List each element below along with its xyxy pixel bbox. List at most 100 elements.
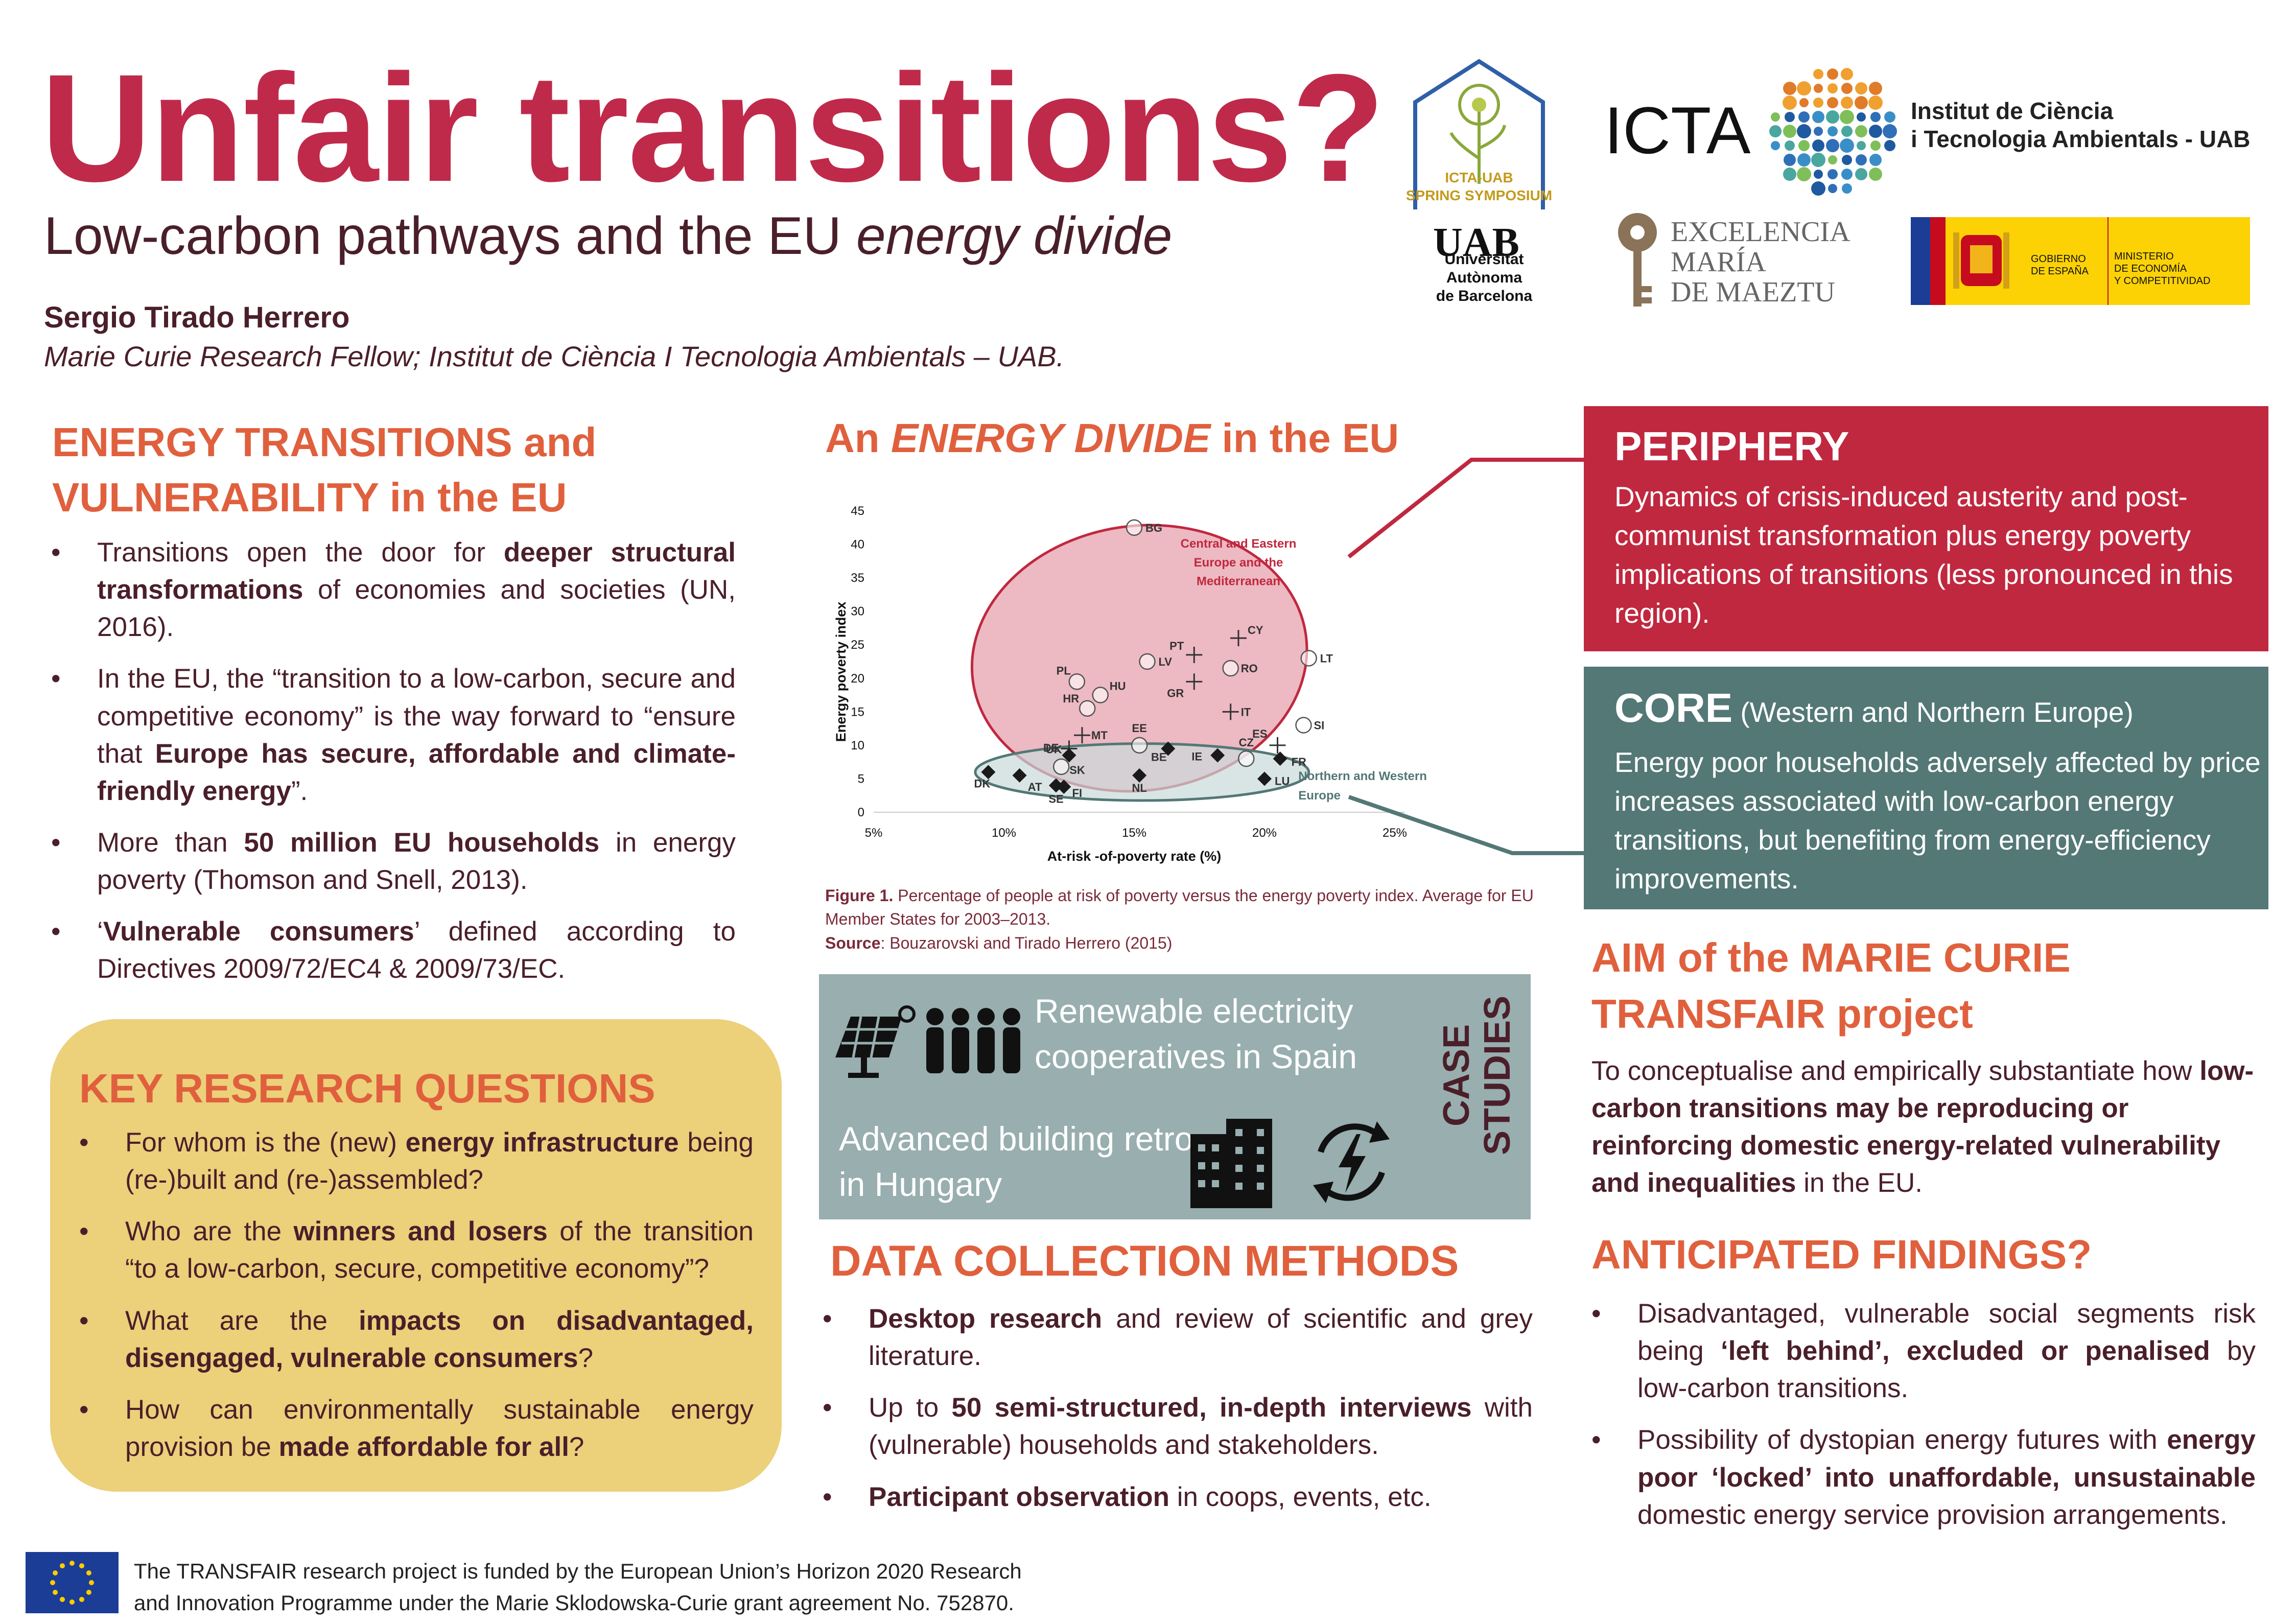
icta-dot-icon bbox=[1870, 140, 1881, 151]
point-label: EE bbox=[1132, 722, 1147, 735]
case-study-2-line1: Advanced building retro bbox=[839, 1120, 1193, 1158]
poster-subtitle: Low-carbon pathways and the EU energy di… bbox=[44, 207, 1172, 265]
icta-dot-icon bbox=[1798, 111, 1810, 123]
scatter-point-circle bbox=[1295, 717, 1312, 734]
symposium-line2: SPRING SYMPOSIUM bbox=[1405, 187, 1553, 203]
point-label: IT bbox=[1241, 705, 1251, 718]
icta-dot-icon bbox=[1842, 155, 1852, 165]
point-label: GR bbox=[1167, 687, 1184, 699]
eu-star-icon bbox=[60, 1563, 65, 1569]
icta-dot-icon bbox=[1842, 183, 1852, 194]
icta-dot-icon bbox=[1814, 84, 1823, 93]
icta-dot-icon bbox=[1814, 127, 1823, 136]
funding-footer: The TRANSFAIR research project is funded… bbox=[134, 1556, 1022, 1619]
scatter-point-diamond bbox=[1161, 741, 1176, 756]
gobierno-line1: GOBIERNO bbox=[2031, 253, 2086, 265]
uab-line2: de Barcelona bbox=[1436, 288, 1533, 304]
scatter-point-circle bbox=[1238, 750, 1255, 767]
point-label: DK bbox=[974, 777, 991, 790]
icta-full-name: Institut de Ciència i Tecnologia Ambient… bbox=[1911, 97, 2251, 153]
list-item: Participant observation in coops, events… bbox=[823, 1478, 1533, 1516]
case-study-1: Renewable electricity cooperatives in Sp… bbox=[1035, 988, 1357, 1079]
cee-label-line1: Central and Eastern bbox=[1181, 537, 1297, 551]
icta-dot-icon bbox=[1783, 82, 1796, 95]
eu-star-icon bbox=[50, 1580, 55, 1585]
icta-dot-icon bbox=[1869, 82, 1882, 95]
icta-dot-icon bbox=[1855, 96, 1868, 109]
scatter-point-circle bbox=[1126, 519, 1143, 536]
scatter-point-circle bbox=[1139, 653, 1156, 670]
poster-title: Unfair transitions? bbox=[41, 42, 1385, 214]
icta-dot-icon bbox=[1884, 111, 1895, 123]
spain-stripe bbox=[1930, 217, 1946, 305]
eu-star-icon bbox=[79, 1563, 84, 1569]
uab-full-name: Universitat Autònoma de Barcelona bbox=[1408, 250, 1561, 305]
core-title: CORE (Western and Northern Europe) bbox=[1614, 685, 2134, 732]
scatter-point-circle bbox=[1068, 673, 1086, 690]
list-item: ‘Vulnerable consumers’ defined according… bbox=[51, 913, 736, 987]
point-label: CZ bbox=[1239, 736, 1254, 749]
point-label: FR bbox=[1292, 756, 1306, 768]
aim-title-line2: TRANSFAIR project bbox=[1591, 991, 1973, 1037]
scatter-point-diamond bbox=[1057, 780, 1071, 794]
icta-dot-icon bbox=[1799, 98, 1809, 107]
icta-dot-icon bbox=[1771, 112, 1780, 122]
ministerio-text: MINISTERIO DE ECONOMÍA Y COMPETITIVIDAD bbox=[2114, 250, 2211, 287]
icta-dot-icon bbox=[1857, 112, 1866, 122]
data-methods-list: Desktop research and review of scientifi… bbox=[823, 1300, 1533, 1530]
x-axis-label: At-risk -of-poverty rate (%) bbox=[1047, 849, 1222, 864]
list-item: Possibility of dystopian energy futures … bbox=[1591, 1421, 2256, 1533]
scatter-point-diamond bbox=[1210, 748, 1225, 763]
icta-logo-text: ICTA bbox=[1604, 93, 1751, 168]
y-axis-label: Energy poverty index bbox=[833, 602, 849, 742]
icta-dot-icon bbox=[1797, 167, 1811, 181]
caption-source: Source: Bouzarovski and Tirado Herrero (… bbox=[825, 933, 1173, 952]
figure-caption: Figure 1. Percentage of people at risk o… bbox=[825, 884, 1540, 955]
case-study-2-line2: in Hungary bbox=[839, 1165, 1002, 1204]
icta-dot-icon bbox=[1841, 169, 1853, 180]
point-label: UK bbox=[1046, 743, 1062, 756]
core-box bbox=[1584, 667, 2268, 909]
icta-dot-icon bbox=[1811, 181, 1825, 196]
eu-star-icon bbox=[86, 1590, 91, 1595]
eu-star-icon bbox=[69, 1599, 75, 1605]
scatter-point-circle bbox=[1092, 687, 1109, 703]
icta-dot-icon bbox=[1783, 96, 1797, 110]
case-study-1-line2: cooperatives in Spain bbox=[1035, 1038, 1357, 1076]
x-tick-label: 10% bbox=[992, 826, 1016, 840]
icta-dot-icon bbox=[1868, 96, 1883, 110]
periphery-text: Dynamics of crisis-induced austerity and… bbox=[1614, 481, 2233, 629]
case-label-1: CASE bbox=[1438, 1024, 1477, 1126]
energy-transitions-list: Transitions open the door for deeper str… bbox=[51, 534, 736, 1002]
gobierno-logo: GOBIERNO DE ESPAÑA MINISTERIO DE ECONOMÍ… bbox=[1911, 217, 2250, 305]
scatter-point-circle bbox=[1131, 737, 1148, 754]
eu-star-icon bbox=[79, 1596, 84, 1602]
point-label: HU bbox=[1110, 680, 1126, 693]
solar-panel-icon bbox=[835, 1005, 916, 1078]
icta-dot-icon bbox=[1828, 126, 1838, 136]
list-item: Transitions open the door for deeper str… bbox=[51, 534, 736, 646]
eu-star-icon bbox=[53, 1590, 58, 1595]
scatter-point-diamond bbox=[1012, 768, 1027, 783]
point-label: CY bbox=[1248, 624, 1263, 637]
point-label: LT bbox=[1320, 652, 1333, 665]
y-tick-label: 15 bbox=[851, 705, 864, 719]
y-tick-label: 10 bbox=[851, 739, 864, 752]
icta-dot-icon bbox=[1826, 139, 1839, 152]
icta-dot-icon bbox=[1869, 168, 1882, 181]
point-label: DE bbox=[1043, 741, 1059, 754]
icta-dot-icon bbox=[1840, 110, 1854, 124]
icta-dot-icon bbox=[1797, 153, 1811, 167]
point-label: LV bbox=[1159, 655, 1173, 668]
icta-dot-icon bbox=[1798, 140, 1810, 151]
list-item: Disadvantaged, vulnerable social segment… bbox=[1591, 1295, 2256, 1407]
eu-star-icon bbox=[86, 1570, 91, 1575]
ministerio-line2: DE ECONOMÍA bbox=[2114, 263, 2187, 274]
core-title-main: CORE bbox=[1614, 685, 1733, 731]
symposium-logo bbox=[1413, 59, 1545, 209]
icta-dot-icon bbox=[1785, 140, 1795, 151]
x-tick-label: 15% bbox=[1122, 826, 1146, 840]
list-item: How can environmentally sustainable ener… bbox=[79, 1391, 754, 1466]
excelencia-line1: EXCELENCIA bbox=[1671, 216, 1850, 248]
list-item: Up to 50 semi-structured, in-depth inter… bbox=[823, 1389, 1533, 1464]
